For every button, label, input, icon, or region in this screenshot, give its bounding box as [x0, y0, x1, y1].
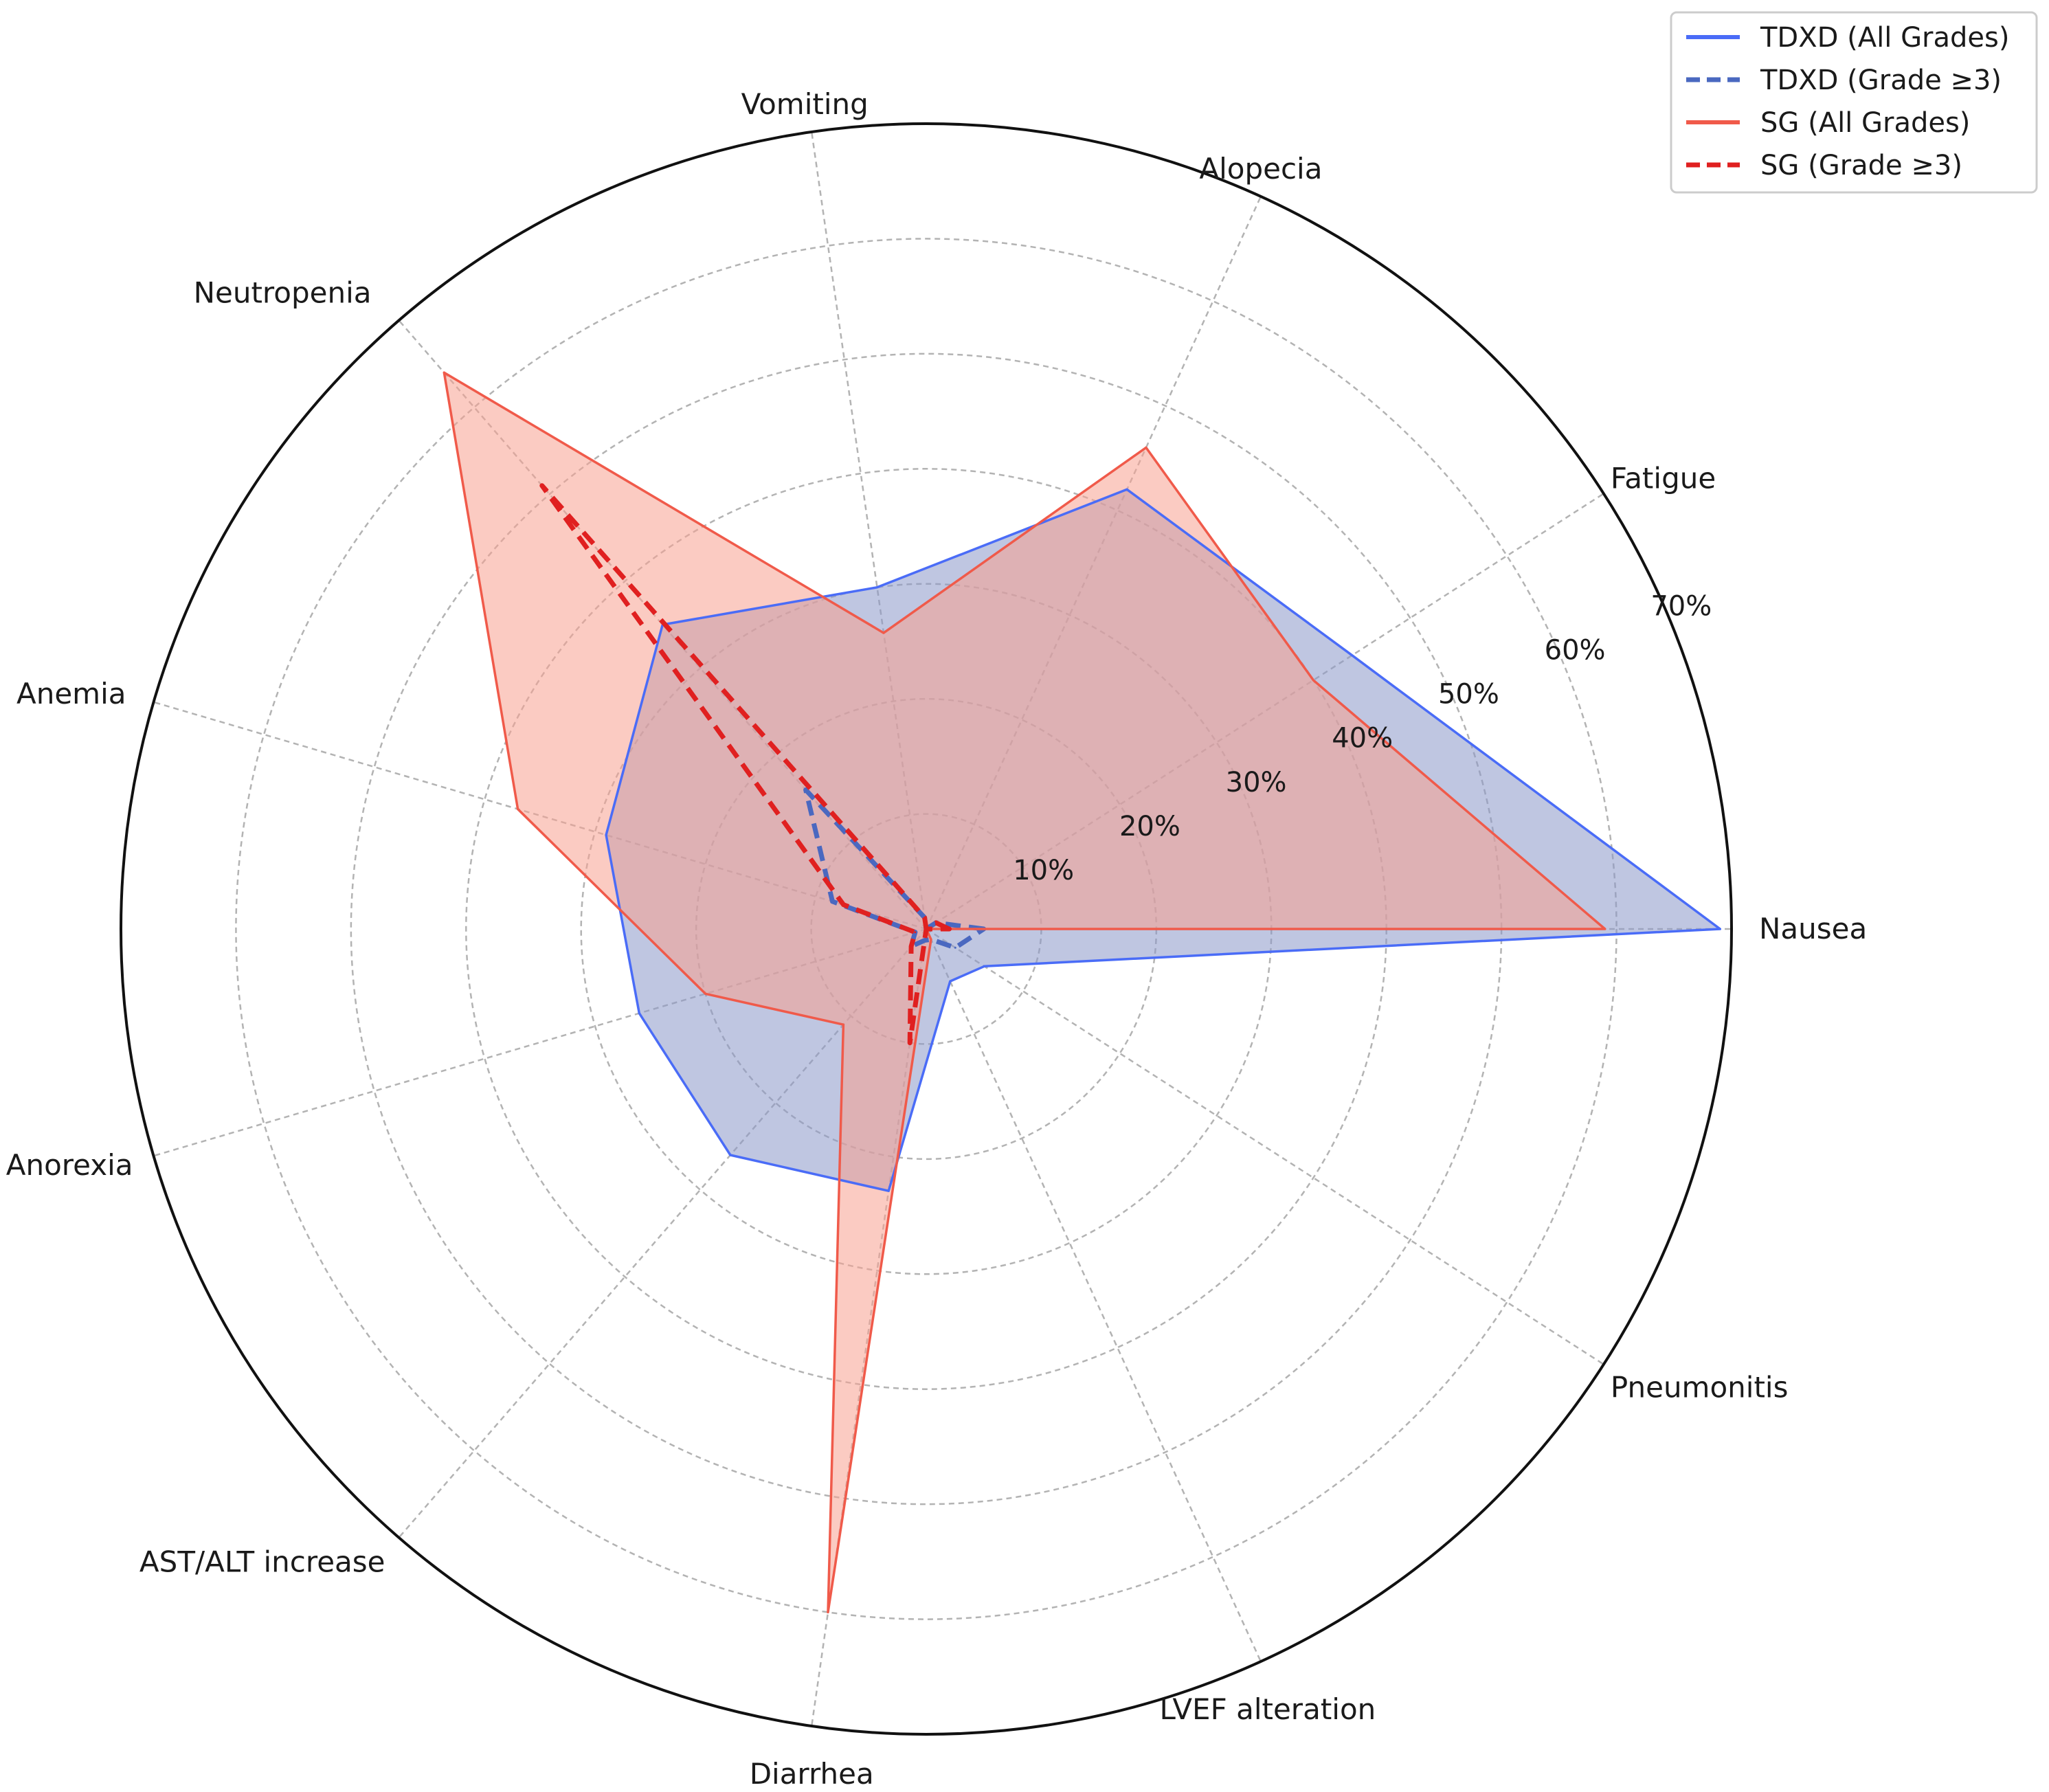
data-point-s0-7: [729, 1154, 732, 1156]
data-point-s2-8: [827, 1611, 829, 1613]
data-point-s1-8: [923, 939, 926, 942]
data-point-s3-10: [925, 928, 928, 930]
data-point-s2-4: [443, 371, 445, 374]
legend-label-1: TDXD (Grade ≥3): [1760, 65, 2002, 96]
data-point-s3-7: [910, 945, 912, 948]
data-point-s2-6: [704, 992, 707, 995]
data-point-s0-3: [876, 586, 878, 589]
data-point-s3-1: [934, 921, 937, 924]
data-point-s1-5: [831, 900, 833, 903]
series-line-2: [443, 371, 1606, 1614]
label-layer: Nausea Fatigue Alopecia Vomiting Neutropenia…: [6, 87, 1868, 1791]
data-point-s1-4: [805, 789, 807, 791]
category-label-fatigue: Fatigue: [1611, 461, 1716, 495]
data-point-s0-5: [605, 833, 607, 836]
data-point-s0-0: [1718, 928, 1721, 930]
category-label-ast-alt-increase: AST/ALT increase: [139, 1545, 385, 1579]
category-label-alopecia: Alopecia: [1199, 152, 1322, 186]
data-point-s0-9: [949, 980, 952, 983]
data-point-s2-5: [517, 808, 519, 810]
r-tick-label-40: 40%: [1332, 723, 1393, 754]
data-point-s2-9: [930, 938, 932, 941]
data-point-s3-3: [923, 916, 926, 919]
data-point-s3-6: [914, 931, 917, 934]
data-point-s2-0: [1604, 928, 1606, 930]
r-tick-label-20: 20%: [1119, 811, 1180, 842]
data-point-s0-10: [983, 965, 985, 967]
category-label-vomiting: Vomiting: [741, 87, 869, 121]
category-label-anorexia: Anorexia: [6, 1148, 133, 1182]
data-point-s1-10: [954, 946, 956, 949]
legend: TDXD (All Grades) TDXD (Grade ≥3) SG (All …: [1670, 11, 2038, 194]
r-tick-label-70: 70%: [1650, 591, 1712, 623]
data-point-s0-6: [638, 1012, 640, 1015]
category-label-lvef-alteration: LVEF alteration: [1160, 1692, 1376, 1726]
data-point-s3-5: [842, 904, 844, 906]
data-point-s2-7: [842, 1023, 844, 1026]
category-label-nausea: Nausea: [1759, 912, 1867, 945]
r-tick-label-10: 10%: [1013, 855, 1074, 886]
category-label-diarrhea: Diarrhea: [750, 1757, 874, 1791]
data-point-s2-2: [1145, 446, 1147, 449]
series-layer: [443, 371, 1722, 1614]
legend-label-2: SG (All Grades): [1760, 107, 1970, 139]
data-point-s0-2: [1126, 488, 1128, 491]
data-point-s0-8: [887, 1189, 890, 1192]
r-tick-label-60: 60%: [1545, 635, 1606, 667]
spoke-lvef-alteration: [925, 928, 1262, 1662]
data-point-s3-8: [908, 1042, 911, 1044]
data-point-s2-1: [1312, 679, 1314, 682]
legend-label-0: TDXD (All Grades): [1760, 22, 2009, 54]
data-point-s0-1: [1351, 654, 1354, 657]
data-point-s2-3: [882, 631, 885, 634]
series-line-0: [605, 488, 1722, 1192]
category-label-pneumonitis: Pneumonitis: [1611, 1371, 1789, 1404]
outer-ring: [120, 122, 1733, 1736]
legend-box: [1670, 11, 2038, 194]
r-tick-label-30: 30%: [1226, 767, 1287, 798]
data-point-s3-4: [541, 484, 544, 487]
category-label-neutropenia: Neutropenia: [194, 276, 372, 309]
legend-label-3: SG (Grade ≥3): [1760, 150, 1962, 181]
data-point-s3-0: [948, 928, 950, 930]
r-tick-label-50: 50%: [1438, 679, 1499, 710]
spoke-pneumonitis: [926, 928, 1604, 1365]
category-label-anemia: Anemia: [16, 677, 126, 710]
